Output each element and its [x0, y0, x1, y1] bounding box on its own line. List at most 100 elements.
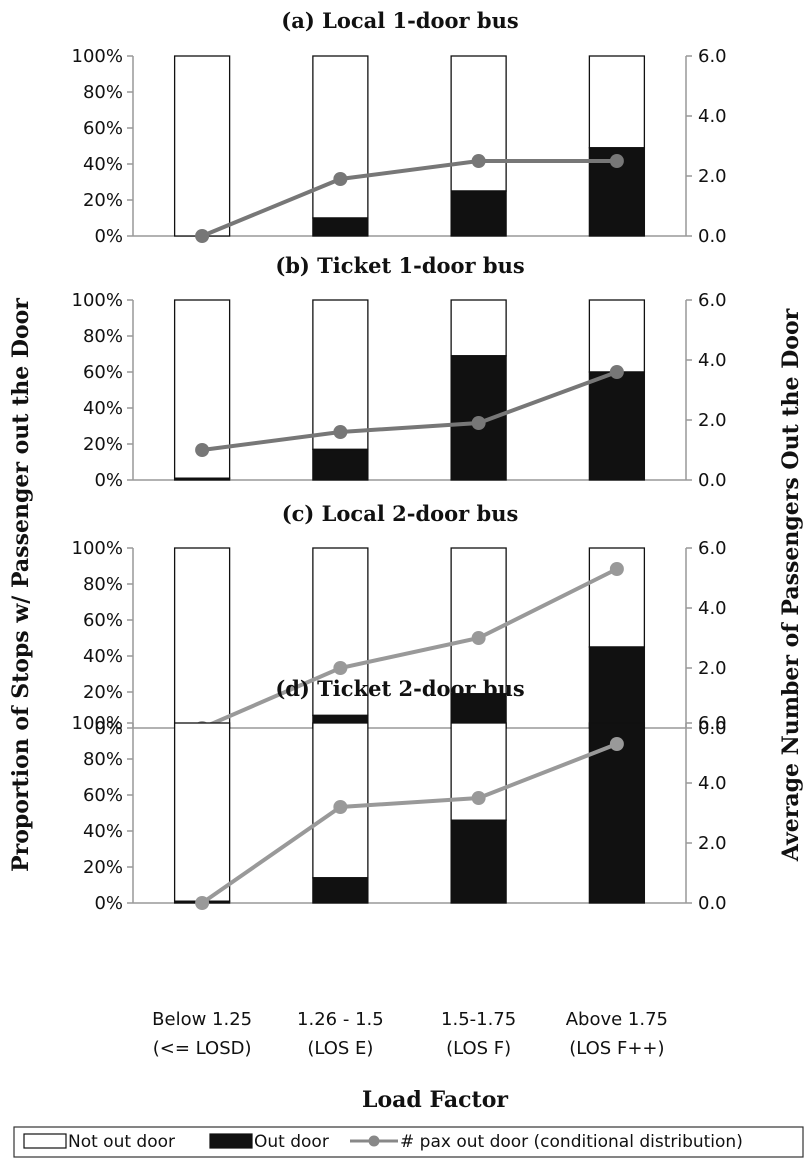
x-category-label-line1: 1.26 - 1.5 — [297, 1009, 384, 1030]
panel-1: (a) Local 1-door bus 0% 20% 40% 60% 80% 100% 0.… — [72, 8, 727, 247]
right-tick-label: 6.0 — [698, 46, 727, 67]
legend-label-out-door: Out door — [254, 1132, 329, 1152]
bar-out-door — [312, 217, 369, 237]
bar-not-out-door — [450, 547, 507, 695]
pax-out-door-line — [201, 370, 618, 452]
left-tick-label: 0% — [94, 226, 123, 247]
pax-out-door-point — [333, 800, 348, 814]
bar-not-out-door — [173, 722, 231, 902]
pax-out-door-point — [333, 172, 348, 186]
right-tick-label: 2.0 — [698, 166, 727, 187]
left-tick-label: 20% — [83, 434, 123, 455]
right-tick-label: 2.0 — [698, 410, 727, 431]
panel-title: (d) Ticket 2-door bus — [275, 676, 524, 701]
pax-out-door-point — [471, 791, 486, 805]
pax-out-door-line — [201, 567, 618, 730]
left-tick-label: 80% — [83, 749, 123, 770]
left-tick-label: 0% — [94, 470, 123, 491]
pax-out-door-point — [609, 154, 624, 168]
left-tick-label: 100% — [72, 713, 123, 734]
right-axis-title: Average Number of Passengers Out the Doo… — [778, 308, 804, 862]
pax-out-door-point — [609, 737, 624, 751]
x-category-label-line2: (LOS F++) — [569, 1038, 664, 1059]
bar-not-out-door — [312, 55, 369, 219]
right-tick-label: 4.0 — [698, 106, 727, 127]
left-tick-label: 20% — [83, 682, 123, 703]
left-axis-title: Proportion of Stops w/ Passenger out the… — [8, 298, 34, 872]
pax-out-door-line — [201, 159, 617, 238]
pax-out-door-point — [609, 562, 624, 576]
left-tick-label: 100% — [72, 538, 123, 559]
right-tick-label: 0.0 — [698, 718, 727, 739]
panel-title: (a) Local 1-door bus — [281, 8, 518, 33]
chart-panels: (a) Local 1-door bus 0% 20% 40% 60% 80% 100% 0.… — [72, 8, 727, 914]
left-tick-label: 40% — [83, 646, 123, 667]
left-tick-label: 40% — [83, 398, 123, 419]
pax-out-door-line — [200, 742, 618, 905]
panel-4: (d) Ticket 2-door bus0%20%40%60%80%100%0… — [72, 676, 727, 914]
bar-out-door — [312, 448, 369, 481]
x-category-label-line1: Below 1.25 — [152, 1009, 252, 1030]
x-category-label-line1: 1.5-1.75 — [441, 1009, 516, 1030]
left-tick-label: 60% — [83, 118, 123, 139]
x-category-label-line2: (<= LOSD) — [153, 1038, 252, 1059]
bar-not-out-door — [450, 299, 507, 357]
bar-out-door — [450, 819, 507, 904]
pax-out-door-point — [195, 896, 210, 910]
pax-out-door-point — [333, 425, 348, 439]
legend-swatch-out-door — [209, 1133, 253, 1149]
left-tick-label: 0% — [94, 718, 123, 739]
bar-not-out-door — [173, 55, 231, 237]
pax-out-door-point — [471, 416, 486, 430]
right-tick-label: 2.0 — [698, 833, 727, 854]
bar-not-out-door — [312, 547, 369, 717]
bar-not-out-door — [173, 547, 231, 729]
left-tick-label: 60% — [83, 610, 123, 631]
legend: Not out door Out door # pax out door (co… — [13, 1126, 804, 1158]
right-tick-label: 6.0 — [698, 713, 727, 734]
left-tick-label: 0% — [94, 893, 123, 914]
x-axis-title: Load Factor — [362, 1087, 508, 1113]
left-tick-label: 40% — [83, 821, 123, 842]
pax-out-door-point — [333, 661, 348, 675]
pax-out-door-point — [195, 229, 210, 243]
legend-swatch-not-out-door — [23, 1133, 67, 1149]
bar-out-door — [173, 477, 231, 481]
bar-out-door — [312, 877, 369, 904]
bar-out-door — [588, 371, 646, 481]
left-tick-label: 20% — [83, 857, 123, 878]
left-tick-label: 100% — [72, 290, 123, 311]
bar-not-out-door — [588, 55, 646, 149]
bar-not-out-door — [450, 722, 507, 821]
x-category-labels: Below 1.25 (<= LOSD) 1.26 - 1.5 (LOS E) 1.5-… — [152, 1009, 668, 1059]
right-tick-label: 0.0 — [698, 226, 727, 247]
left-tick-label: 60% — [83, 362, 123, 383]
left-tick-label: 60% — [83, 785, 123, 806]
legend-border — [13, 1126, 804, 1158]
legend-label-pax-out-door: # pax out door (conditional distribution… — [400, 1132, 743, 1152]
bar-not-out-door — [450, 55, 507, 192]
legend-swatch-pax-marker — [368, 1135, 380, 1147]
right-tick-label: 0.0 — [698, 893, 727, 914]
left-tick-label: 80% — [83, 82, 123, 103]
panel-3: (c) Local 2-door bus 0% 20% 40% 60% 80% 100% 0.… — [72, 501, 727, 739]
panel-title: (c) Local 2-door bus — [282, 501, 519, 526]
right-tick-label: 6.0 — [698, 290, 727, 311]
x-category-label-line1: Above 1.75 — [566, 1009, 668, 1030]
right-tick-label: 6.0 — [698, 538, 727, 559]
pax-out-door-point — [471, 154, 486, 168]
bar-out-door — [450, 190, 507, 237]
legend-label-not-out-door: Not out door — [68, 1132, 175, 1152]
right-tick-label: 4.0 — [698, 773, 727, 794]
panel-2: (b) Ticket 1-door bus 0% 20% 40% 60% 80% 100% 0… — [72, 253, 727, 491]
bar-not-out-door — [588, 299, 646, 373]
right-tick-label: 0.0 — [698, 470, 727, 491]
bar-out-door — [588, 646, 646, 729]
left-tick-label: 80% — [83, 574, 123, 595]
right-tick-label: 4.0 — [698, 350, 727, 371]
right-tick-label: 2.0 — [698, 658, 727, 679]
pax-out-door-point — [609, 365, 624, 379]
right-tick-label: 4.0 — [698, 598, 727, 619]
left-tick-label: 100% — [72, 46, 123, 67]
